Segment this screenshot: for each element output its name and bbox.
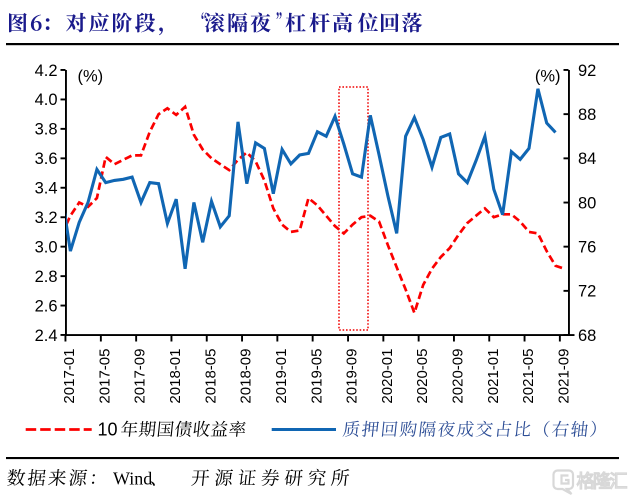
svg-text:2.8: 2.8 xyxy=(35,268,58,286)
svg-text:3.0: 3.0 xyxy=(35,239,58,257)
svg-text:80: 80 xyxy=(578,194,596,212)
svg-text:2017-05: 2017-05 xyxy=(96,349,113,404)
svg-text:2020-09: 2020-09 xyxy=(450,349,467,404)
svg-text:2.6: 2.6 xyxy=(35,297,58,315)
svg-text:2017-09: 2017-09 xyxy=(132,349,149,404)
svg-text:92: 92 xyxy=(578,62,596,80)
svg-text:10: 10 xyxy=(98,420,118,440)
svg-text:3.6: 3.6 xyxy=(35,150,58,168)
svg-text:4.2: 4.2 xyxy=(35,62,58,80)
svg-text:4.0: 4.0 xyxy=(35,91,58,109)
svg-text:Wind: Wind xyxy=(113,469,152,489)
svg-text:2018-01: 2018-01 xyxy=(167,349,184,404)
svg-text:76: 76 xyxy=(578,239,596,257)
svg-text:2018-09: 2018-09 xyxy=(238,349,255,404)
svg-text:(%): (%) xyxy=(78,68,104,86)
svg-text:2017-01: 2017-01 xyxy=(61,349,78,404)
svg-text:2020-05: 2020-05 xyxy=(414,349,431,404)
svg-text:2021-05: 2021-05 xyxy=(520,349,537,404)
svg-text:(%): (%) xyxy=(535,68,561,86)
svg-text:2019-05: 2019-05 xyxy=(308,349,325,404)
svg-text:2021-09: 2021-09 xyxy=(556,349,573,404)
svg-text:2018-05: 2018-05 xyxy=(202,349,219,404)
svg-text:84: 84 xyxy=(578,150,596,168)
svg-text:3.8: 3.8 xyxy=(35,121,58,139)
svg-text:2020-01: 2020-01 xyxy=(379,349,396,404)
svg-text:2.4: 2.4 xyxy=(35,327,58,345)
svg-text:72: 72 xyxy=(578,283,596,301)
svg-text:3.4: 3.4 xyxy=(35,180,58,198)
svg-text:3.2: 3.2 xyxy=(35,209,58,227)
svg-text:88: 88 xyxy=(578,106,596,124)
svg-text:68: 68 xyxy=(578,327,596,345)
svg-text:2021-01: 2021-01 xyxy=(485,349,502,404)
svg-text:2019-09: 2019-09 xyxy=(344,349,361,404)
svg-text:2019-01: 2019-01 xyxy=(273,349,290,404)
